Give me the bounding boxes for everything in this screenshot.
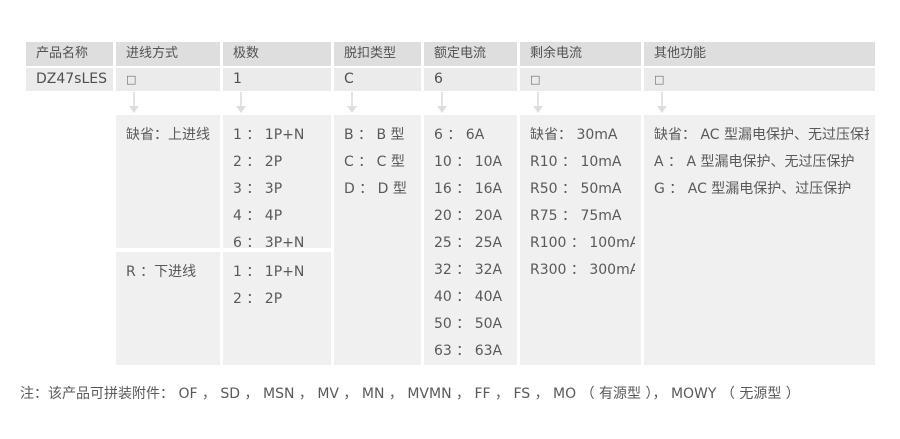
option-item: R50 ： 50mA <box>530 181 622 197</box>
ordering-table: 产品名称 进线方式 极数 脱扣类型 额定电流 剩余电流 其他功能 DZ47sLE… <box>26 42 875 365</box>
column-header-rated-current: 额定电流 <box>424 42 517 66</box>
footnote: 注：该产品可拼装附件： OF ， SD ， MSN ， MV ， MN ， MV… <box>20 386 800 402</box>
option-item: 32 ： 32A <box>434 262 503 278</box>
column-header-trip-type: 脱扣类型 <box>334 42 421 66</box>
down-arrow-icon <box>656 92 667 114</box>
column-header-residual-current: 剩余电流 <box>520 42 641 66</box>
option-item: 40 ： 40A <box>434 289 503 305</box>
option-item: 25 ： 25A <box>434 235 503 251</box>
panel-other-functions: 缺省： AC 型漏电保护、无过压保护 A ： A 型漏电保护、无过压保护 G ：… <box>644 115 875 365</box>
panel-poles-bottom: 1 ： 1P+N 2 ： 2P <box>223 252 331 365</box>
panel-rated-current: 6 ： 6A 10 ： 10A 16 ： 16A 20 ： 20A 25 ： 2… <box>424 115 517 365</box>
down-arrow-icon <box>128 92 139 114</box>
panel-residual-current: 缺省： 30mA R10 ： 10mA R50 ： 50mA R75 ： 75m… <box>520 115 641 365</box>
down-arrow-icon <box>346 92 357 114</box>
option-item: 6 ： 3P+N <box>233 235 305 251</box>
option-item: R100 ： 100mA <box>530 235 635 251</box>
option-item: 50 ： 50A <box>434 316 503 332</box>
code-segment-poles: 1 <box>223 68 331 91</box>
option-item: 4 ： 4P <box>233 208 283 224</box>
panel-inlet-mode-default: 缺省：上进线 <box>116 115 220 248</box>
option-item: 3 ： 3P <box>233 181 283 197</box>
option-item: D ： D 型 <box>344 181 407 197</box>
option-item: 缺省： 30mA <box>530 127 618 143</box>
column-header-inlet-mode: 进线方式 <box>116 42 220 66</box>
option-item: 2 ： 2P <box>233 154 283 170</box>
panel-trip-type: B ： B 型 C ： C 型 D ： D 型 <box>334 115 421 365</box>
option-item: 20 ： 20A <box>434 208 503 224</box>
option-item: 1 ： 1P+N <box>233 127 305 143</box>
option-item: R75 ： 75mA <box>530 208 622 224</box>
column-header-poles: 极数 <box>223 42 331 66</box>
code-segment-trip-type: C <box>334 68 421 91</box>
option-item: 10 ： 10A <box>434 154 503 170</box>
code-segment-product-name: DZ47sLES <box>26 68 113 91</box>
down-arrow-icon <box>532 92 543 114</box>
option-item: 1 ： 1P+N <box>233 264 305 280</box>
code-segment-other-functions: □ <box>644 68 875 91</box>
option-item: R10 ： 10mA <box>530 154 622 170</box>
panel-poles-top: 1 ： 1P+N 2 ： 2P 3 ： 3P 4 ： 4P 6 ： 3P+N <box>223 115 331 251</box>
option-item: G ： AC 型漏电保护、过压保护 <box>654 181 852 197</box>
option-item: R300 ： 300mA <box>530 262 635 278</box>
option-item: 缺省： AC 型漏电保护、无过压保护 <box>654 127 869 143</box>
down-arrow-icon <box>436 92 447 114</box>
column-header-other-functions: 其他功能 <box>644 42 875 66</box>
option-item: 2 ： 2P <box>233 291 283 307</box>
option-item: B ： B 型 <box>344 127 405 143</box>
option-item: 6 ： 6A <box>434 127 485 143</box>
option-item: A ： A 型漏电保护、无过压保护 <box>654 154 855 170</box>
down-arrow-icon <box>235 92 246 114</box>
option-item: 16 ： 16A <box>434 181 503 197</box>
code-segment-residual-current: □ <box>520 68 641 91</box>
option-item: C ： C 型 <box>344 154 405 170</box>
option-item: 缺省：上进线 <box>126 127 210 143</box>
code-segment-rated-current: 6 <box>424 68 517 91</box>
panel-inlet-mode-bottom: R ：下进线 <box>116 252 220 365</box>
code-segment-inlet-mode: □ <box>116 68 220 91</box>
option-item: 63 ： 63A <box>434 343 503 359</box>
option-item: R ：下进线 <box>126 264 197 280</box>
column-header-product-name: 产品名称 <box>26 42 113 66</box>
